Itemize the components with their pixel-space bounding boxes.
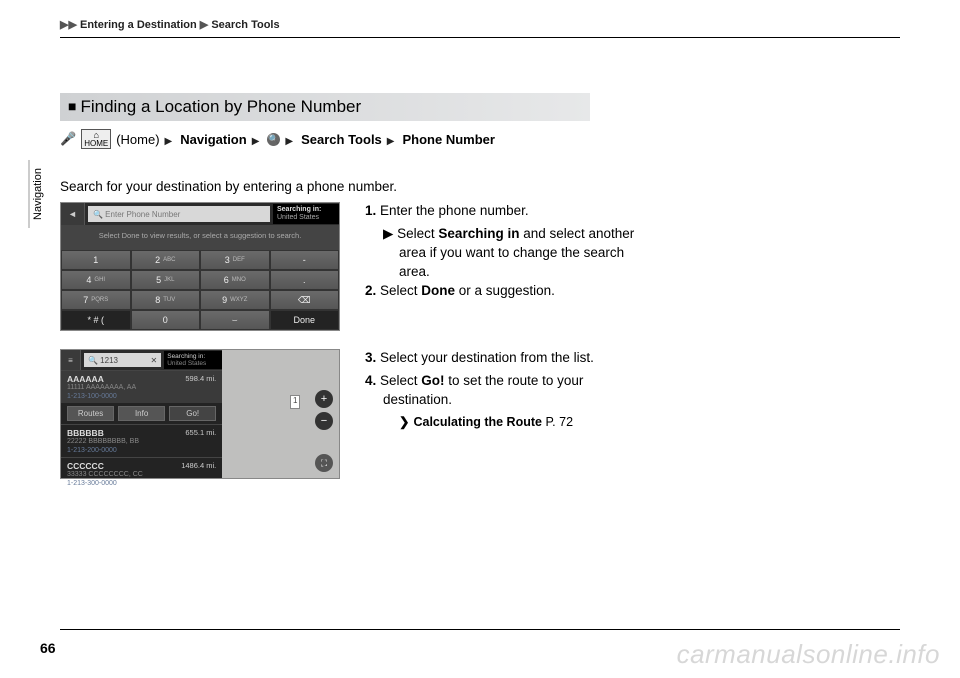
breadcrumb-part1: Entering a Destination bbox=[80, 19, 197, 31]
zoom-in-button[interactable]: + bbox=[315, 390, 333, 408]
zoom-out-button[interactable]: − bbox=[315, 412, 333, 430]
nav-link-navigation: Navigation bbox=[180, 132, 246, 147]
intro-text: Search for your destination by entering … bbox=[60, 179, 900, 194]
arrow-icon bbox=[165, 132, 176, 147]
nav-link-search-tools: Search Tools bbox=[301, 132, 382, 147]
routes-button[interactable]: Routes bbox=[67, 406, 114, 421]
watermark: carmanualsonline.info bbox=[677, 639, 940, 670]
key-3[interactable]: 3DEF bbox=[200, 250, 270, 270]
key-0[interactable]: 0 bbox=[131, 310, 201, 330]
nav-link-phone-number: Phone Number bbox=[403, 132, 495, 147]
menu-icon[interactable]: ≡ bbox=[61, 350, 81, 370]
key-Done[interactable]: Done bbox=[270, 310, 340, 330]
go-button[interactable]: Go! bbox=[169, 406, 216, 421]
searching-in-button[interactable]: Searching in: United States bbox=[164, 351, 222, 369]
key-* # ([interactable]: * # ( bbox=[61, 310, 131, 330]
key-7[interactable]: 7PQRS bbox=[61, 290, 131, 310]
arrow-icon bbox=[285, 132, 296, 147]
key-9[interactable]: 9WXYZ bbox=[200, 290, 270, 310]
breadcrumb-part2: Search Tools bbox=[211, 19, 279, 31]
info-button[interactable]: Info bbox=[118, 406, 165, 421]
keypad: 12ABC3DEF- 4GHI5JKL6MNO. 7PQRS8TUV9WXYZ⌫ * … bbox=[61, 250, 339, 330]
result-item[interactable]: CCCCCC33333 CCCCCCCC, CC1-213-300-000014… bbox=[61, 457, 222, 490]
key-1[interactable]: 1 bbox=[61, 250, 131, 270]
screenshot-results: ≡ 🔍 1213✕ Searching in: United States AA… bbox=[60, 349, 340, 479]
page-number: 66 bbox=[40, 640, 56, 656]
arrow-icon bbox=[387, 132, 398, 147]
map-area[interactable]: 1 + − ⛶ bbox=[222, 350, 339, 478]
search-query[interactable]: 🔍 1213✕ bbox=[84, 353, 161, 367]
instruction-step: ▶ Select Searching in and select another… bbox=[365, 225, 655, 282]
phone-input[interactable]: 🔍 Enter Phone Number bbox=[88, 206, 270, 222]
instruction-step: 1. Enter the phone number. bbox=[365, 202, 655, 221]
key-4[interactable]: 4GHI bbox=[61, 270, 131, 290]
map-pin[interactable]: 1 bbox=[290, 395, 300, 409]
result-item[interactable]: BBBBBB22222 BBBBBBBB, BB1-213-200-000065… bbox=[61, 424, 222, 457]
bottom-rule bbox=[60, 629, 900, 630]
instruction-step: 4. Select Go! to set the route to your d… bbox=[365, 372, 655, 410]
content-row-2: ≡ 🔍 1213✕ Searching in: United States AA… bbox=[60, 349, 900, 479]
instructions-1: 1. Enter the phone number. ▶ Select Searc… bbox=[365, 202, 655, 304]
key-.[interactable]: . bbox=[270, 270, 340, 290]
key-⌫[interactable]: ⌫ bbox=[270, 290, 340, 310]
keypad-hint: Select Done to view results, or select a… bbox=[61, 225, 339, 250]
results-list: AAAAAA11111 AAAAAAAA, AA1-213-100-000059… bbox=[61, 370, 222, 490]
instruction-step: 3. Select your destination from the list… bbox=[365, 349, 655, 368]
key-⌣[interactable]: ⌣ bbox=[200, 310, 270, 330]
key--[interactable]: - bbox=[270, 250, 340, 270]
breadcrumb-sep: ▶ bbox=[200, 19, 208, 31]
result-item[interactable]: AAAAAA11111 AAAAAAAA, AA1-213-100-000059… bbox=[61, 370, 222, 403]
instruction-step: 2. Select Done or a suggestion. bbox=[365, 282, 655, 301]
back-icon[interactable]: ◄ bbox=[61, 203, 85, 225]
breadcrumb: ▶▶ Entering a Destination ▶ Search Tools bbox=[60, 18, 900, 31]
section-title-bar: ■Finding a Location by Phone Number bbox=[60, 93, 590, 121]
key-5[interactable]: 5JKL bbox=[131, 270, 201, 290]
top-rule bbox=[60, 37, 900, 38]
key-6[interactable]: 6MNO bbox=[200, 270, 270, 290]
section-square-icon: ■ bbox=[68, 98, 76, 114]
home-icon: ⌂HOME bbox=[81, 129, 111, 149]
key-2[interactable]: 2ABC bbox=[131, 250, 201, 270]
searching-in-button[interactable]: Searching in: United States bbox=[273, 204, 339, 223]
content-row-1: ◄ 🔍 Enter Phone Number Searching in: Uni… bbox=[60, 202, 900, 331]
key-8[interactable]: 8TUV bbox=[131, 290, 201, 310]
section-title: Finding a Location by Phone Number bbox=[80, 97, 361, 116]
home-paren: (Home) bbox=[116, 132, 159, 147]
arrow-icon bbox=[252, 132, 263, 147]
search-icon: 🔍 bbox=[267, 133, 280, 146]
expand-icon[interactable]: ⛶ bbox=[315, 454, 333, 472]
side-tab-navigation: Navigation bbox=[28, 160, 46, 228]
breadcrumb-arrows: ▶▶ bbox=[60, 19, 77, 31]
instructions-2: 3. Select your destination from the list… bbox=[365, 349, 655, 431]
instruction-step: Calculating the Route P. 72 bbox=[365, 414, 655, 432]
screenshot-keypad: ◄ 🔍 Enter Phone Number Searching in: Uni… bbox=[60, 202, 340, 331]
nav-path: 🎤 ⌂HOME (Home) Navigation 🔍 Search Tools… bbox=[60, 129, 900, 149]
voice-icon: 🎤 bbox=[60, 131, 76, 147]
